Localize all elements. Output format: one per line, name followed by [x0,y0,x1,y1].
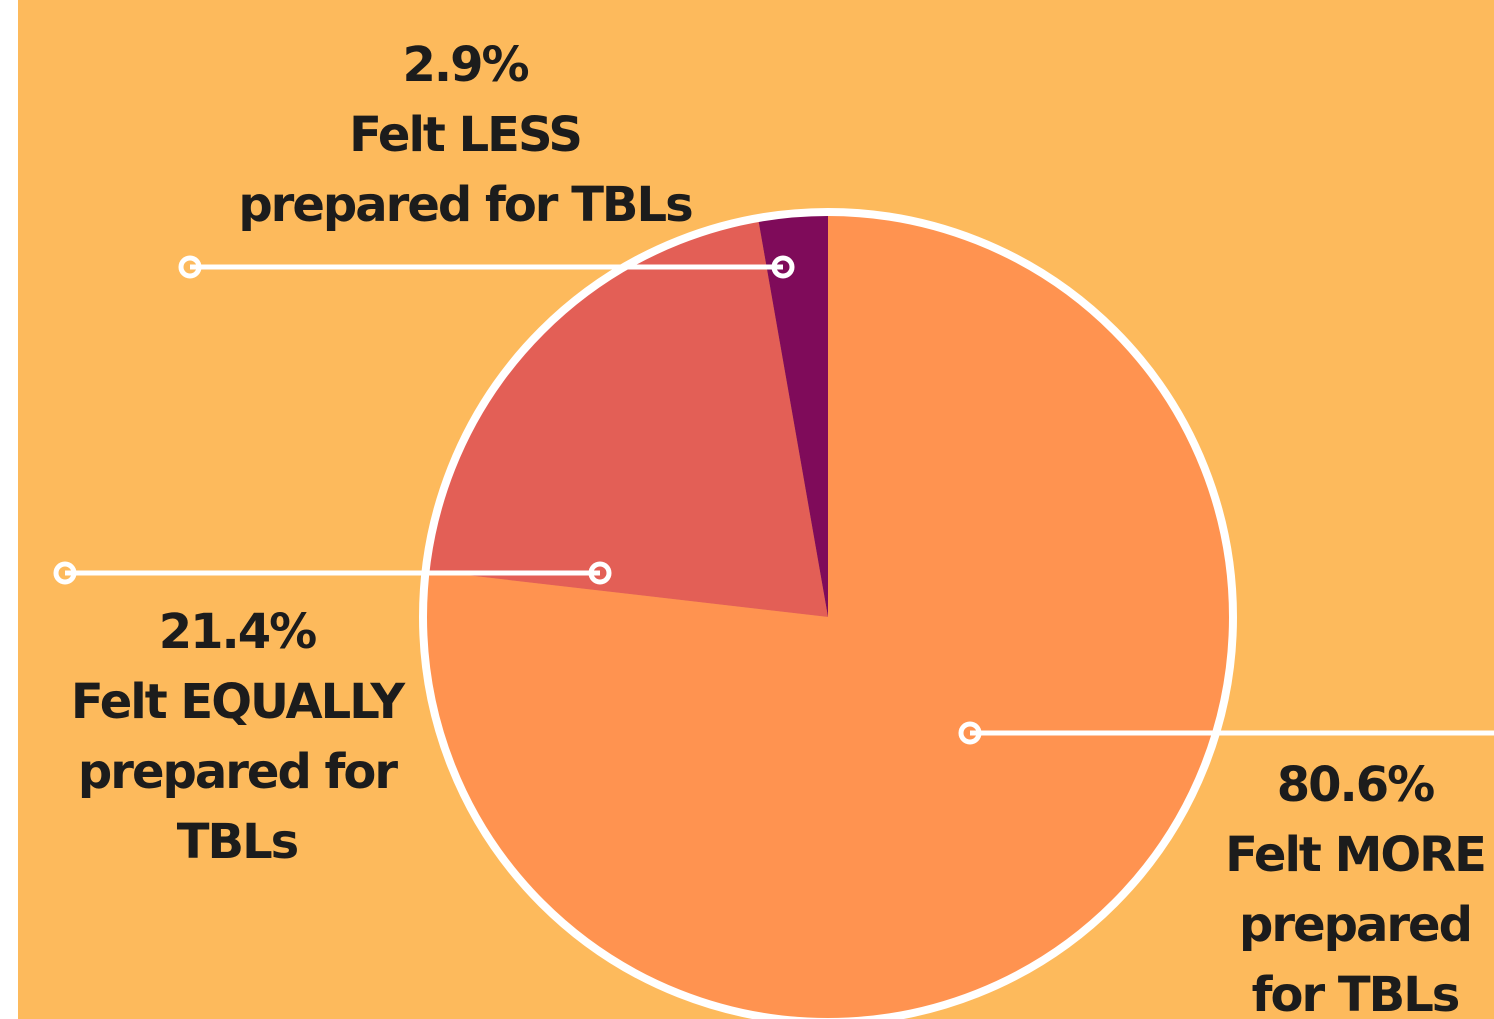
value-label: 21.4% [158,604,318,660]
leader-dot [53,561,77,585]
chart: 80.6% Felt MORE prepared for TBLs 21.4% Fel… [18,0,1494,1019]
pie-slice [758,212,828,617]
pie-chart [53,208,1494,1019]
category-label: Felt LESS prepared for TBLs [238,107,693,233]
leader-dot [771,255,795,279]
slice-label: 2.9% Felt LESS prepared for TBLs [165,30,765,240]
category-label: Felt MORE prepared for TBLs [1225,827,1487,1019]
leader-dot [178,255,202,279]
leader-dot [958,721,982,745]
pie-slice [425,218,828,618]
pie-slice [423,212,1233,1019]
pie-border [419,208,1237,1019]
value-label: 80.6% [1276,757,1436,813]
slice-label: 80.6% Felt MORE prepared for TBLs [1055,750,1494,1019]
category-label: Felt EQUALLY prepared for TBLs [70,674,405,870]
leader-dot [588,561,612,585]
slice-label: 21.4% Felt EQUALLY prepared for TBLs [18,597,537,877]
value-label: 2.9% [402,37,529,93]
